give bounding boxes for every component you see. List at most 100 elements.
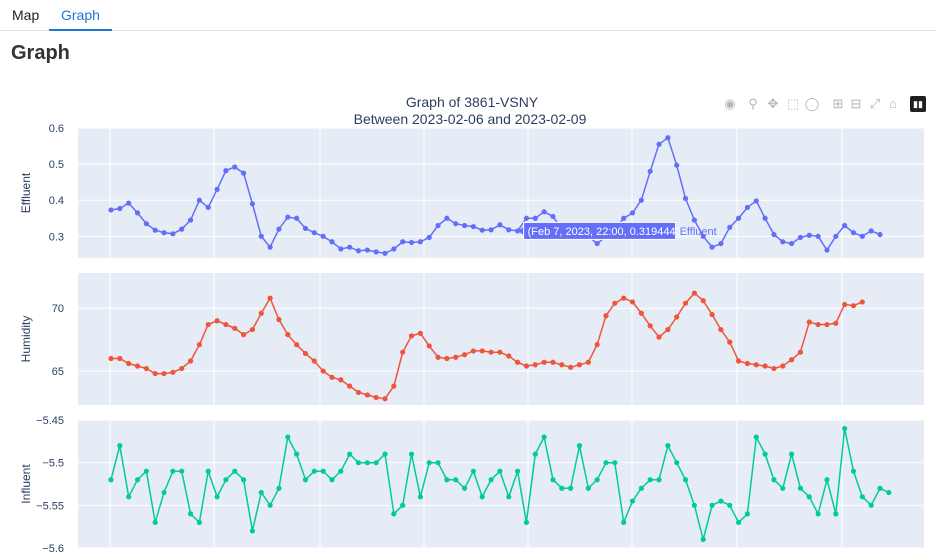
data-point-effluent[interactable] [311, 230, 317, 236]
data-point-humidity[interactable] [789, 357, 795, 363]
data-point-influent[interactable] [170, 468, 176, 474]
data-point-effluent[interactable] [249, 201, 256, 207]
data-point-humidity[interactable] [550, 359, 556, 365]
data-point-effluent[interactable] [603, 233, 609, 239]
data-point-influent[interactable] [833, 511, 839, 517]
data-point-effluent[interactable] [276, 226, 282, 232]
data-point-effluent[interactable] [267, 244, 273, 250]
data-point-humidity[interactable] [249, 326, 256, 333]
data-point-humidity[interactable] [214, 318, 220, 324]
lasso-icon[interactable]: ◯ [804, 96, 820, 111]
data-point-humidity[interactable] [638, 310, 644, 316]
data-point-humidity[interactable] [223, 321, 229, 328]
data-point-effluent[interactable] [453, 221, 459, 227]
data-point-humidity[interactable] [523, 363, 530, 369]
data-point-effluent[interactable] [152, 227, 158, 233]
data-point-effluent[interactable] [196, 197, 202, 203]
data-point-effluent[interactable] [117, 205, 123, 212]
data-point-influent[interactable] [523, 519, 530, 526]
data-point-influent[interactable] [727, 502, 733, 508]
plotly-logo-icon[interactable]: ▮▮ [910, 96, 926, 112]
data-point-humidity[interactable] [338, 377, 344, 383]
zoom-out-icon[interactable]: ⊟ [850, 96, 862, 111]
data-point-influent[interactable] [461, 485, 468, 491]
data-point-effluent[interactable] [550, 213, 556, 220]
data-point-humidity[interactable] [656, 334, 662, 340]
data-point-effluent[interactable] [762, 215, 768, 221]
data-point-influent[interactable] [674, 460, 680, 466]
data-point-influent[interactable] [143, 468, 149, 474]
data-point-effluent[interactable] [682, 195, 689, 202]
data-point-effluent[interactable] [700, 233, 706, 239]
data-point-influent[interactable] [718, 498, 724, 504]
data-point-effluent[interactable] [126, 200, 132, 206]
data-point-influent[interactable] [347, 451, 353, 457]
data-point-effluent[interactable] [444, 215, 450, 221]
data-point-effluent[interactable] [753, 198, 759, 204]
data-point-humidity[interactable] [444, 355, 450, 362]
data-point-influent[interactable] [506, 494, 512, 500]
data-point-humidity[interactable] [541, 359, 547, 365]
data-point-effluent[interactable] [108, 207, 114, 213]
data-point-influent[interactable] [355, 460, 362, 466]
data-point-influent[interactable] [789, 451, 795, 457]
data-point-humidity[interactable] [780, 363, 786, 369]
data-point-influent[interactable] [294, 451, 300, 457]
data-point-humidity[interactable] [453, 354, 459, 360]
data-point-humidity[interactable] [532, 362, 538, 368]
data-point-influent[interactable] [249, 528, 256, 534]
data-point-influent[interactable] [373, 460, 379, 466]
data-point-influent[interactable] [444, 477, 450, 483]
data-point-humidity[interactable] [117, 355, 123, 362]
data-point-influent[interactable] [603, 460, 609, 466]
data-point-influent[interactable] [797, 485, 804, 491]
data-point-effluent[interactable] [656, 141, 662, 147]
data-point-humidity[interactable] [470, 348, 477, 354]
data-point-humidity[interactable] [859, 299, 865, 305]
data-point-effluent[interactable] [187, 217, 194, 223]
data-point-influent[interactable] [285, 434, 291, 440]
data-point-influent[interactable] [426, 460, 432, 466]
data-point-influent[interactable] [382, 451, 388, 457]
box-select-icon[interactable]: ⬚ [786, 96, 800, 111]
data-point-humidity[interactable] [576, 362, 583, 368]
data-point-effluent[interactable] [718, 240, 724, 247]
data-point-effluent[interactable] [294, 215, 300, 221]
data-point-effluent[interactable] [629, 210, 636, 216]
data-point-effluent[interactable] [647, 168, 653, 174]
data-point-effluent[interactable] [859, 233, 865, 239]
data-point-effluent[interactable] [727, 224, 733, 230]
data-point-humidity[interactable] [391, 383, 397, 389]
data-point-influent[interactable] [470, 468, 477, 474]
data-point-humidity[interactable] [187, 358, 194, 364]
autoscale-icon[interactable]: ⤢ [869, 96, 881, 111]
data-point-influent[interactable] [735, 519, 742, 526]
data-point-effluent[interactable] [532, 215, 538, 221]
data-point-effluent[interactable] [205, 204, 211, 211]
data-point-humidity[interactable] [753, 362, 759, 368]
data-point-effluent[interactable] [771, 231, 777, 238]
data-point-humidity[interactable] [603, 313, 609, 319]
data-point-humidity[interactable] [682, 300, 689, 306]
data-point-humidity[interactable] [727, 339, 733, 345]
data-point-effluent[interactable] [143, 221, 149, 227]
data-point-effluent[interactable] [506, 227, 512, 233]
data-point-influent[interactable] [700, 536, 706, 543]
data-point-humidity[interactable] [355, 389, 362, 396]
data-point-humidity[interactable] [842, 301, 848, 308]
pan-icon[interactable]: ✥ [767, 96, 779, 111]
data-point-humidity[interactable] [629, 299, 636, 305]
data-point-influent[interactable] [267, 502, 273, 508]
data-point-humidity[interactable] [400, 349, 406, 355]
data-point-influent[interactable] [329, 477, 335, 483]
data-point-humidity[interactable] [267, 295, 273, 301]
data-point-influent[interactable] [656, 477, 662, 483]
data-point-influent[interactable] [488, 477, 494, 483]
home-icon[interactable]: ⌂ [889, 96, 897, 111]
data-point-humidity[interactable] [320, 368, 326, 374]
data-point-effluent[interactable] [134, 210, 141, 216]
data-point-effluent[interactable] [461, 222, 468, 229]
data-point-influent[interactable] [594, 477, 600, 483]
data-point-effluent[interactable] [232, 164, 238, 170]
data-point-humidity[interactable] [408, 333, 415, 339]
